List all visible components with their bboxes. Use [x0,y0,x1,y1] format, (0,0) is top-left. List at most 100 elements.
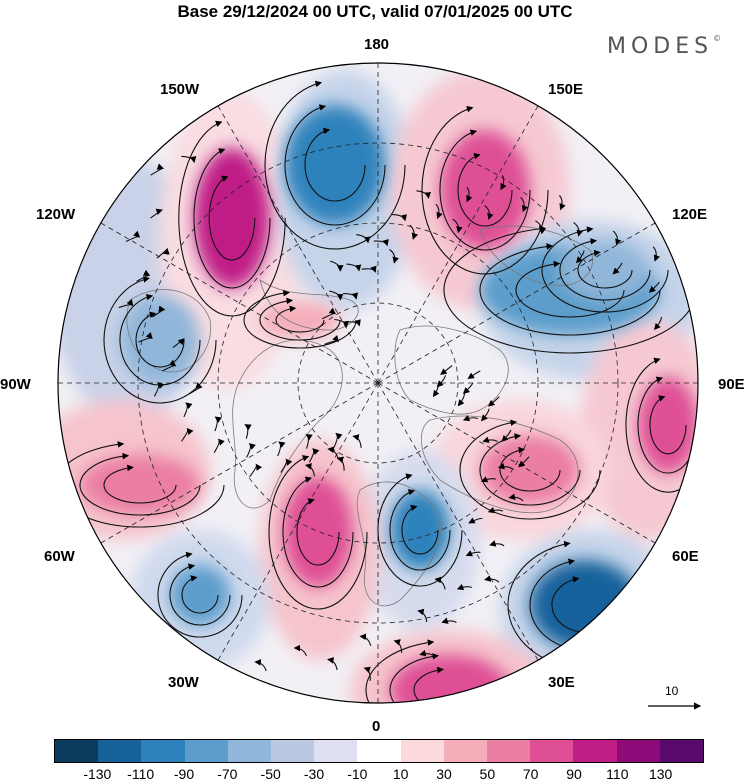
streamline [443,225,697,354]
flow-arrow [327,657,338,671]
flow-arrow [125,230,141,242]
flow-arrow [329,260,344,272]
anomaly-core [185,580,215,610]
flow-arrow [484,575,500,583]
flow-arrow [452,218,463,234]
flow-arrow [440,365,453,375]
colorbar-tick-label: 70 [522,766,539,782]
lon-label-150e: 150E [548,81,584,98]
colorbar-swatch [443,740,488,762]
brand-logo: MODES© [607,34,722,59]
streamline [282,476,354,588]
flow-arrow [359,633,372,647]
flow-arrow [244,424,252,439]
flow-arrow [213,438,225,453]
streamline [243,289,357,349]
flow-arrow [419,650,435,657]
flow-arrow [466,186,473,203]
flow-arrow [482,436,498,443]
streamline [625,357,698,493]
flow-arrow [409,224,419,240]
streamline [541,226,669,313]
flow-arrow [480,476,496,483]
streamline [103,464,177,504]
flow-arrow [277,441,286,457]
colorbar-swatch [400,740,444,762]
flow-arrow [343,292,359,300]
lon-label-30w: 30W [168,674,199,691]
streamline [479,433,581,506]
flow-arrow [352,434,362,448]
flow-arrow [246,443,256,458]
polar-map [57,62,702,710]
flow-arrow [162,359,177,372]
streamline [259,297,341,341]
flow-arrow [346,263,362,272]
flow-arrow [520,197,529,213]
streamline [135,311,185,368]
flow-arrow [480,408,490,422]
flow-arrow [150,208,163,219]
colorbar-tick-label: -10 [347,766,368,782]
reference-vector-label: 10 [665,684,679,698]
flow-arrow [254,659,267,672]
colorbar-swatch [98,740,142,762]
streamline [208,175,256,261]
flow-arrow [392,214,407,222]
flow-arrow [308,448,320,463]
flow-arrow [612,262,623,275]
streamline [389,653,511,703]
streamline [457,152,513,227]
lon-label-60w: 60W [44,548,75,565]
streamline [119,293,201,386]
colorbar-tick-label: -90 [173,766,195,782]
streamline [515,260,625,318]
flow-arrow [393,639,403,654]
anomaly-core [280,310,320,330]
streamline [268,455,368,610]
anomaly-core [140,317,180,363]
colorbar-tick-label: 30 [436,766,452,782]
flow-arrow [500,175,507,191]
colorbar-swatch [616,740,660,762]
flow-arrow [417,608,428,623]
lon-label-60e: 60E [672,548,699,565]
colorbar-tick-label: -70 [217,766,238,782]
flow-arrow [652,246,660,262]
flow-arrow [558,195,566,211]
flow-arrow [189,382,203,395]
colorbar-tick-labels: -130 -110 -90 -70 -50 -30 -10 10 30 50 70 90 110 130 [54,766,704,783]
flow-arrow [181,427,194,442]
streamline [79,452,201,516]
streamline [401,504,439,555]
flow-arrow [305,433,313,449]
streamline [181,575,219,614]
flow-arrow [462,382,474,395]
streamline [499,446,561,492]
streamline [193,148,271,289]
anomaly-core [405,510,435,550]
streamline [421,105,549,275]
anomaly-core [310,135,360,195]
flow-arrow [293,644,307,657]
map-border [57,62,699,704]
streamline [284,104,386,226]
flow-arrow [648,281,660,293]
streamline [389,489,451,571]
streamline [377,473,463,587]
streamline [649,395,687,455]
lon-label-90w: 90W [0,376,31,393]
flow-arrow [336,456,345,471]
streamlines [58,80,698,703]
streamline [103,276,217,404]
graticule [137,142,619,624]
colorbar-swatch [55,740,99,762]
flow-arrow [334,318,350,328]
flow-arrow [333,432,343,448]
colorbar-swatch [227,740,272,762]
colorbar-swatch [271,740,315,762]
lon-label-120e: 120E [672,206,708,223]
colorbar-swatch [141,740,185,762]
flow-arrow [508,493,524,502]
flow-arrow [389,249,399,264]
